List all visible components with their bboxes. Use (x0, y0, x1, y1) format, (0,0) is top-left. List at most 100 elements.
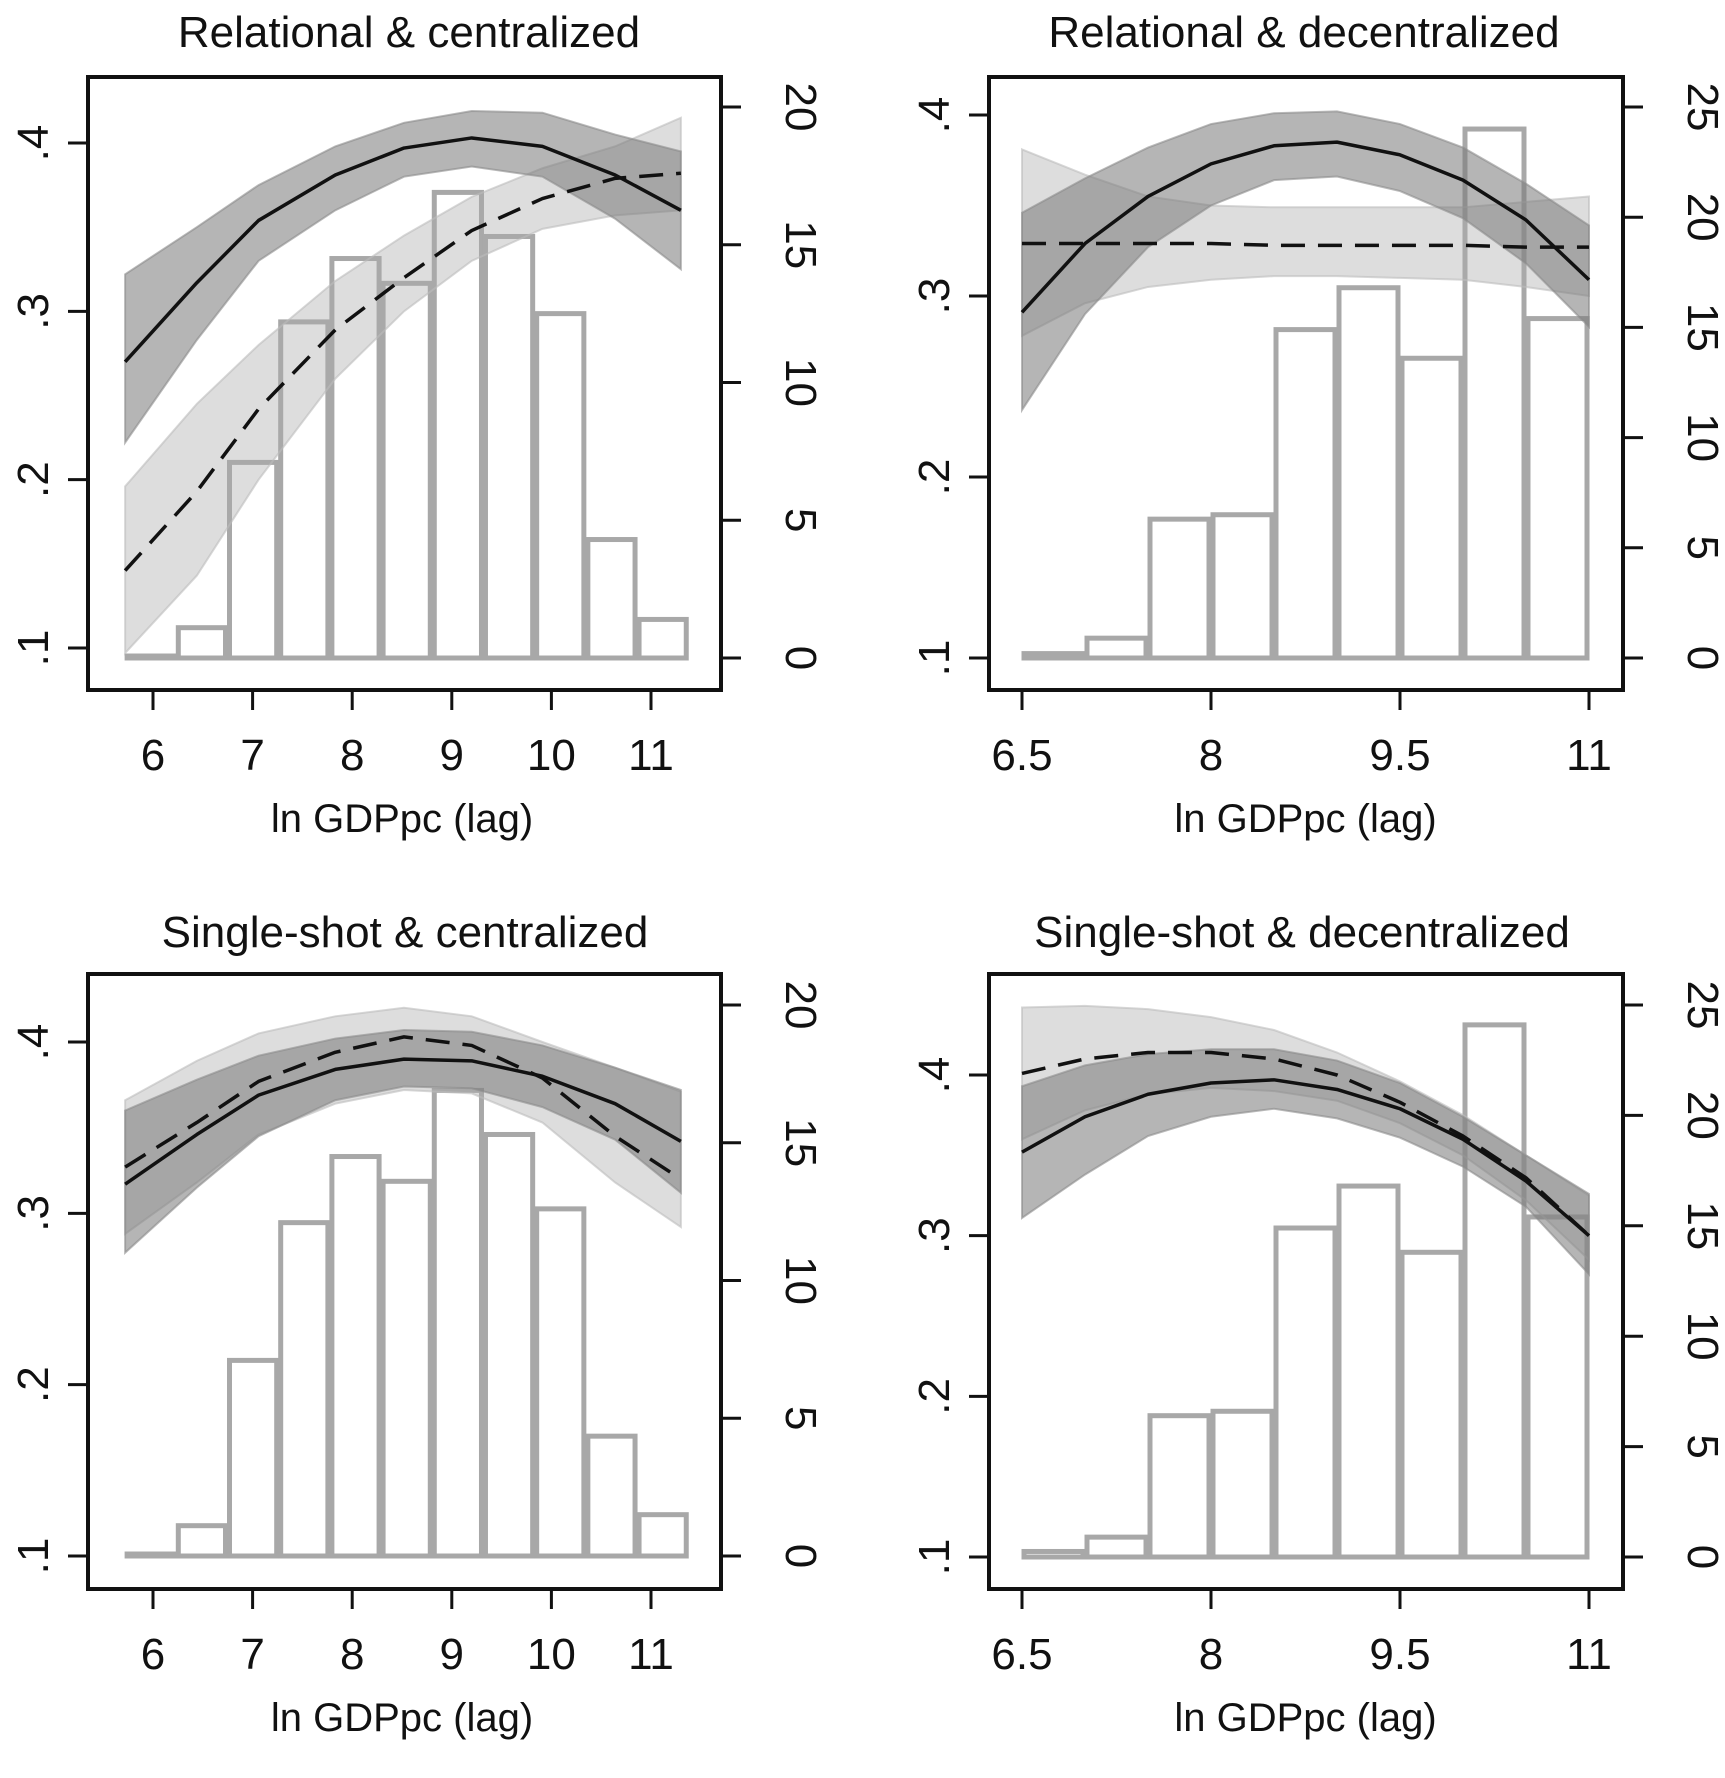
histogram-bar (278, 1220, 331, 1559)
x-tick-label: 6 (141, 731, 165, 780)
y-tick-label: .2 (910, 1378, 959, 1415)
histogram-bar (1462, 1022, 1527, 1560)
panel-title: Single-shot & decentralized (1034, 908, 1570, 957)
panel-title: Relational & centralized (178, 8, 640, 57)
x-tick-label: 8 (340, 731, 364, 780)
x-tick-label: 8 (1199, 731, 1223, 780)
solid-ci-band (1021, 110, 1590, 414)
x-axis-label: ln GDPpc (lag) (271, 797, 533, 841)
histogram-bar (1147, 1413, 1212, 1560)
histogram-bar (1021, 651, 1086, 661)
histogram-bar (1084, 1534, 1149, 1560)
y2-tick-label: 0 (776, 1544, 825, 1568)
x-tick-label: 10 (527, 731, 576, 780)
y2-tick-label: 20 (1678, 193, 1725, 242)
y-tick-label: .4 (910, 97, 959, 134)
histogram-bar (534, 311, 587, 661)
histogram-bar (227, 459, 280, 661)
y2-tick-label: 0 (1678, 1545, 1725, 1569)
y2-tick-label: 0 (776, 646, 825, 670)
histogram-bar (1399, 1249, 1464, 1560)
x-axis-label: ln GDPpc (lag) (1174, 1696, 1436, 1740)
y2-tick-label: 15 (1678, 303, 1725, 352)
dashed-line (1021, 1050, 1591, 1237)
y-tick-label: .2 (9, 461, 58, 498)
solid-line (1021, 1078, 1591, 1237)
histogram-bar (431, 1087, 484, 1559)
histogram-bar (1525, 1214, 1590, 1560)
histogram-bar (1399, 355, 1464, 661)
y2-tick-label: 5 (776, 508, 825, 532)
y-tick-label: .1 (9, 630, 58, 667)
x-tick-label: 11 (628, 1630, 674, 1679)
y2-tick-label: 10 (1678, 1312, 1725, 1361)
histogram-bar (124, 653, 177, 661)
panel-3: Single-shot & centralized 6 7 8 9 10 11 ln GDPp… (9, 908, 825, 1740)
histogram-bar (1525, 316, 1590, 661)
histogram-bar (380, 1178, 433, 1559)
x-tick-label: 9.5 (1369, 1630, 1430, 1679)
x-tick-label: 9 (440, 1630, 464, 1679)
panel-title: Relational & decentralized (1048, 8, 1559, 57)
y2-tick-label: 20 (1678, 1091, 1725, 1140)
histogram-bar (1336, 1183, 1401, 1560)
solid-line (124, 1057, 682, 1186)
dashed-line (1022, 241, 1589, 249)
y2-tick-label: 15 (776, 1118, 825, 1167)
y2-tick-label: 0 (1678, 646, 1725, 670)
x-tick-label: 7 (240, 1630, 264, 1679)
y-tick-label: .4 (9, 1024, 58, 1061)
y2-tick-label: 10 (776, 358, 825, 407)
histogram-bar (1147, 516, 1212, 661)
histogram-bar (431, 189, 484, 661)
y2-tick-label: 25 (1678, 981, 1725, 1030)
y-tick-label: .3 (9, 1195, 58, 1232)
y-tick-label: .2 (910, 459, 959, 496)
histogram-bar (124, 1551, 177, 1559)
x-tick-label: 6.5 (991, 1630, 1052, 1679)
histogram-bar (329, 1154, 382, 1559)
histogram-bar (534, 1206, 587, 1559)
x-tick-label: 8 (1199, 1630, 1223, 1679)
histogram-bar (278, 319, 331, 661)
y2-tick-label: 20 (776, 83, 825, 132)
y-tick-label: .3 (910, 278, 959, 315)
panel-title: Single-shot & centralized (162, 908, 649, 957)
panel-2: Relational & decentralized 6.5 8 9.5 11 ln GD… (910, 8, 1725, 841)
histogram-bar (1084, 635, 1149, 661)
histogram-bar (585, 1433, 638, 1559)
x-tick-label: 9.5 (1369, 731, 1430, 780)
y2-tick-label: 5 (1678, 1434, 1725, 1458)
x-tick-label: 11 (1566, 1630, 1612, 1679)
histogram-bar (227, 1357, 280, 1559)
x-tick-label: 11 (628, 731, 674, 780)
histogram-bar (175, 625, 229, 661)
panel-1: Relational & centralized 6 7 8 9 10 11 ln GDPpc… (9, 8, 825, 841)
y2-tick-label: 10 (776, 1256, 825, 1305)
y2-tick-label: 5 (776, 1406, 825, 1430)
histogram-bar (1336, 285, 1401, 661)
y-tick-label: .3 (9, 293, 58, 330)
histogram-bar (1273, 1225, 1338, 1560)
histogram-bar (585, 537, 638, 661)
x-tick-label: 11 (1566, 731, 1612, 780)
x-tick-label: 6 (141, 1630, 165, 1679)
solid-line (123, 136, 682, 364)
y2-tick-label: 25 (1678, 83, 1725, 132)
y2-tick-label: 15 (776, 220, 825, 269)
solid-line (1020, 140, 1591, 314)
y2-tick-label: 20 (776, 981, 825, 1030)
plot-frame (987, 972, 1625, 1591)
histogram-bar (636, 1512, 689, 1559)
histogram-bar (1210, 1408, 1275, 1560)
y-tick-label: .2 (9, 1366, 58, 1403)
histogram-bar (329, 256, 382, 661)
histogram-bar (1273, 327, 1338, 661)
x-tick-label: 7 (240, 731, 264, 780)
solid-ci-band (124, 110, 682, 446)
x-axis-label: ln GDPpc (lag) (1174, 797, 1436, 841)
solid-ci-band (124, 1029, 682, 1255)
histogram-bar (482, 1131, 536, 1559)
x-tick-label: 10 (527, 1630, 576, 1679)
y-tick-label: .4 (910, 1057, 959, 1094)
